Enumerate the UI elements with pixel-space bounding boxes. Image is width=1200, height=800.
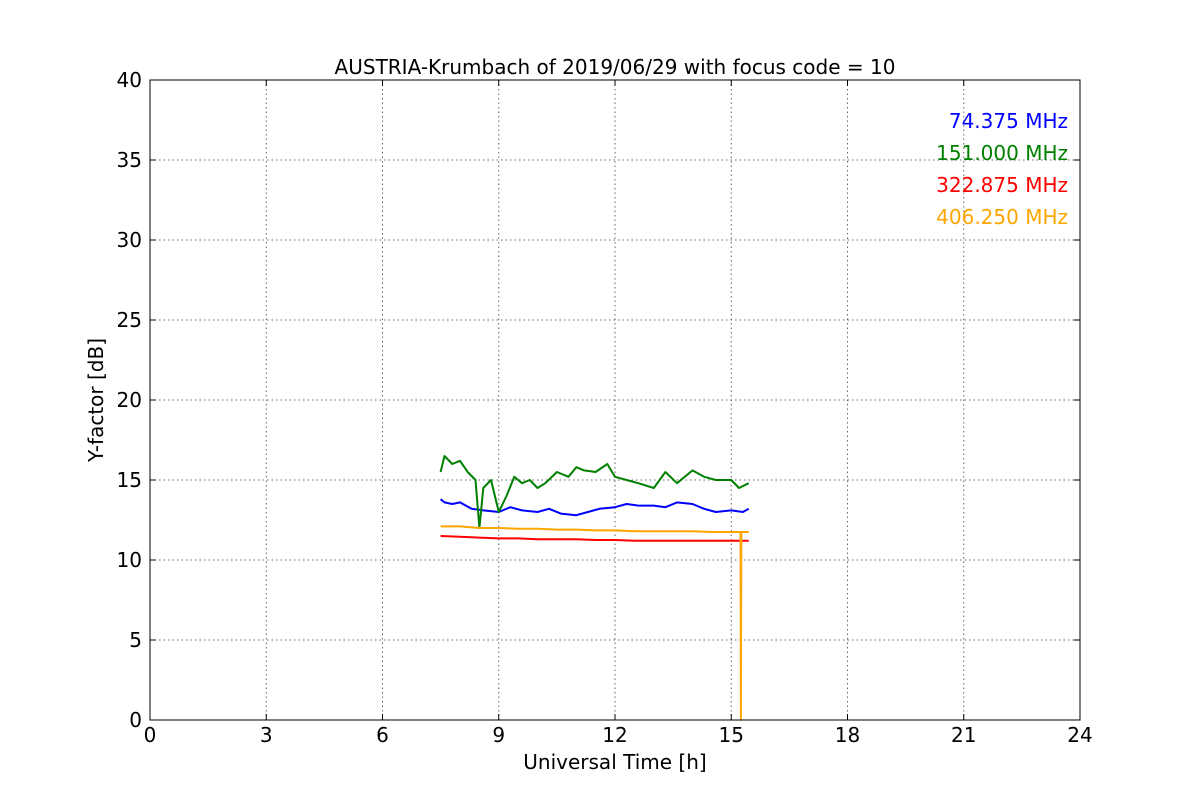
- y-tick-label: 0: [129, 708, 142, 732]
- x-axis-title: Universal Time [h]: [523, 750, 706, 774]
- x-tick-label: 15: [719, 723, 744, 747]
- y-tick-label: 35: [117, 148, 142, 172]
- legend-entry-3: 406.250 MHz: [936, 205, 1068, 229]
- x-tick-label: 24: [1067, 723, 1092, 747]
- legend-entry-1: 151.000 MHz: [936, 141, 1068, 165]
- series-line-1: [439, 455, 750, 529]
- grid-layer: [150, 80, 1080, 720]
- series-layer: [439, 455, 750, 721]
- legend-entry-2: 322.875 MHz: [936, 173, 1068, 197]
- x-tick-label: 9: [492, 723, 505, 747]
- x-tick-label: 6: [376, 723, 389, 747]
- y-tick-label: 15: [117, 468, 142, 492]
- x-tick-label: 18: [835, 723, 860, 747]
- y-tick-label: 5: [129, 628, 142, 652]
- series-line-2: [440, 535, 749, 542]
- y-axis-title: Y-factor [dB]: [84, 338, 108, 463]
- x-tick-label: 3: [260, 723, 273, 747]
- legend-entry-0: 74.375 MHz: [949, 109, 1068, 133]
- tick-layer: 0 3 6 9 12 15 18 21 24 0 5 10 15 20 25 30 35 40: [117, 68, 1093, 747]
- x-tick-label: 21: [951, 723, 976, 747]
- y-tick-label: 10: [117, 548, 142, 572]
- x-tick-label: 12: [602, 723, 627, 747]
- y-tick-label: 20: [117, 388, 142, 412]
- chart-title: AUSTRIA-Krumbach of 2019/06/29 with focu…: [335, 55, 896, 79]
- series-line-0: [439, 498, 750, 517]
- series-line-3: [440, 525, 749, 721]
- y-tick-label: 25: [117, 308, 142, 332]
- legend: 74.375 MHz 151.000 MHz 322.875 MHz 406.250 …: [936, 109, 1068, 229]
- y-tick-label: 40: [117, 68, 142, 92]
- y-tick-label: 30: [117, 228, 142, 252]
- x-tick-label: 0: [144, 723, 157, 747]
